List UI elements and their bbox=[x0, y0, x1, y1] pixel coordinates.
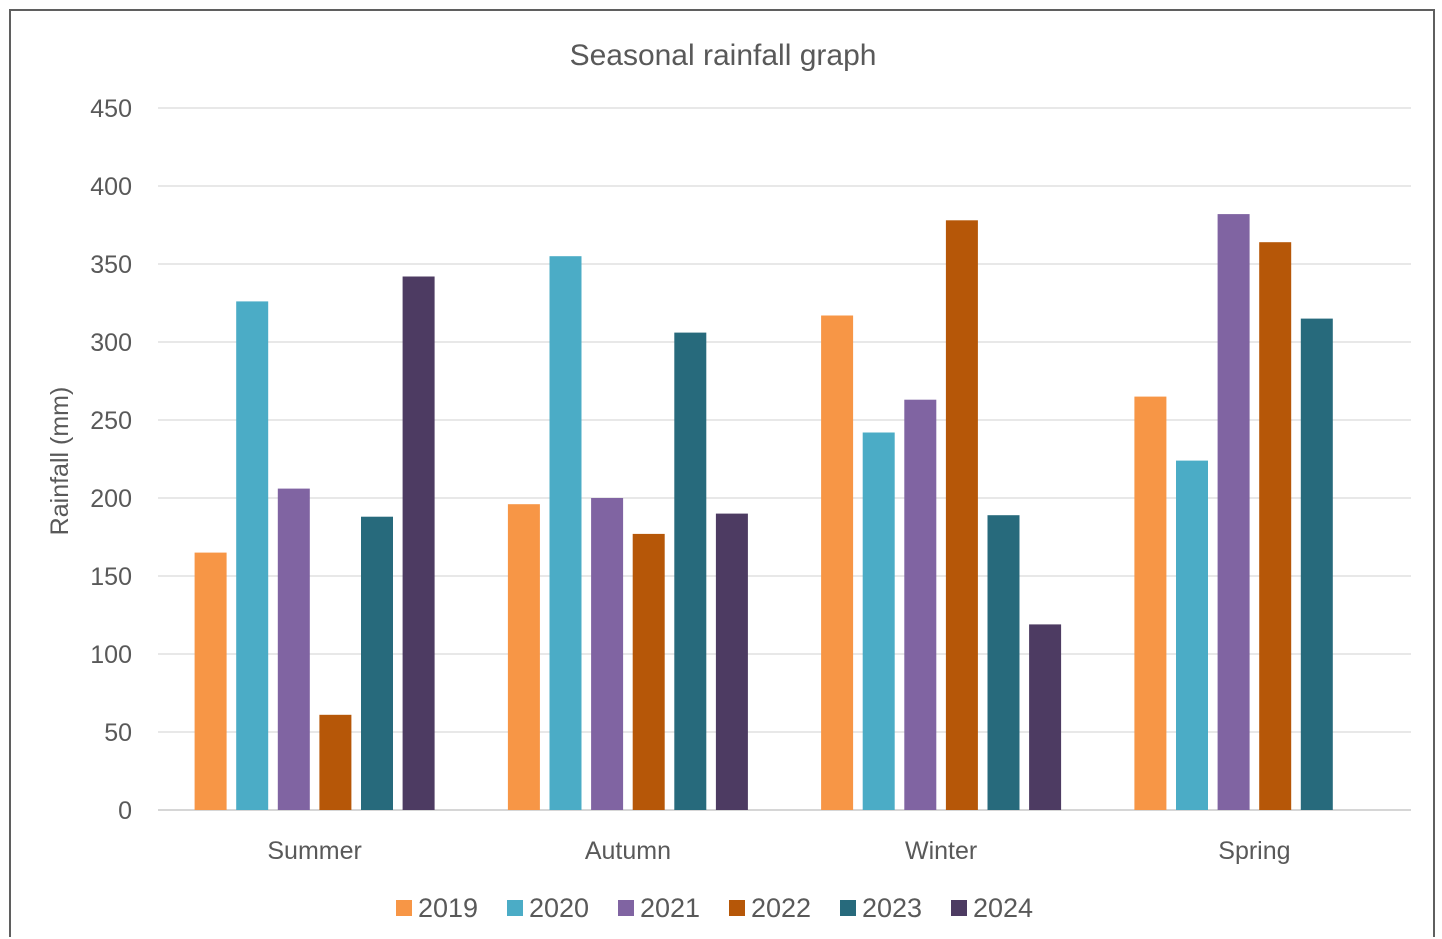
bar-winter-2020 bbox=[862, 432, 895, 810]
x-tick-label: Spring bbox=[1218, 837, 1290, 865]
x-tick-label: Summer bbox=[267, 837, 361, 865]
legend-swatch-2021 bbox=[618, 900, 634, 916]
bar-summer-2023 bbox=[361, 516, 393, 810]
bar-spring-2020 bbox=[1176, 460, 1208, 810]
bar-autumn-2021 bbox=[591, 498, 624, 810]
legend: 2019 2020 2021 2022 2023 2024 bbox=[396, 893, 1033, 923]
bar-summer-2024 bbox=[402, 276, 435, 810]
bar-autumn-2022 bbox=[632, 533, 665, 810]
bar-spring-2021 bbox=[1217, 214, 1250, 811]
bar-spring-2022 bbox=[1259, 242, 1292, 810]
legend-swatch-2019 bbox=[396, 900, 412, 916]
x-tick-label: Winter bbox=[905, 837, 977, 865]
legend-label-2021: 2021 bbox=[640, 893, 700, 923]
bar-winter-2024 bbox=[1029, 624, 1062, 810]
legend-label-2024: 2024 bbox=[973, 893, 1033, 923]
bar-spring-2023 bbox=[1300, 318, 1333, 810]
y-tick-label: 450 bbox=[90, 95, 132, 123]
legend-swatch-2023 bbox=[840, 900, 856, 916]
y-axis-title: Rainfall (mm) bbox=[46, 387, 74, 536]
bar-summer-2022 bbox=[319, 714, 352, 810]
legend-label-2019: 2019 bbox=[418, 893, 478, 923]
bar-chart: Seasonal rainfall graph Rainfall (mm) 0 5… bbox=[46, 39, 1411, 923]
bar-spring-2019 bbox=[1134, 396, 1167, 810]
bar-summer-2019 bbox=[194, 552, 227, 810]
bar-summer-2020 bbox=[236, 301, 269, 810]
legend-swatch-2024 bbox=[951, 900, 967, 916]
bar-winter-2022 bbox=[945, 220, 978, 811]
y-tick-label: 400 bbox=[90, 173, 132, 201]
chart-title: Seasonal rainfall graph bbox=[570, 39, 877, 72]
bar-winter-2023 bbox=[987, 515, 1020, 810]
bars bbox=[194, 214, 1333, 811]
x-tick-label: Autumn bbox=[585, 837, 671, 865]
bar-autumn-2023 bbox=[674, 332, 707, 810]
bar-autumn-2024 bbox=[715, 513, 748, 810]
legend-swatch-2022 bbox=[729, 900, 745, 916]
legend-swatch-2020 bbox=[507, 900, 523, 916]
y-tick-label: 200 bbox=[90, 485, 132, 513]
x-axis-ticks: Summer Autumn Winter Spring bbox=[267, 837, 1290, 865]
legend-label-2022: 2022 bbox=[751, 893, 811, 923]
chart-frame: Seasonal rainfall graph Rainfall (mm) 0 5… bbox=[9, 9, 1435, 937]
y-tick-label: 100 bbox=[90, 641, 132, 669]
y-tick-label: 50 bbox=[104, 719, 132, 747]
bar-autumn-2019 bbox=[507, 504, 540, 810]
legend-label-2023: 2023 bbox=[862, 893, 922, 923]
bar-autumn-2020 bbox=[549, 256, 582, 810]
y-tick-label: 250 bbox=[90, 407, 132, 435]
y-axis-ticks: 0 50 100 150 200 250 300 350 400 450 bbox=[90, 95, 132, 825]
y-tick-label: 300 bbox=[90, 329, 132, 357]
bar-winter-2021 bbox=[904, 399, 937, 810]
legend-label-2020: 2020 bbox=[529, 893, 589, 923]
y-tick-label: 150 bbox=[90, 563, 132, 591]
y-tick-label: 350 bbox=[90, 251, 132, 279]
bar-summer-2021 bbox=[277, 488, 310, 810]
y-tick-label: 0 bbox=[118, 797, 132, 825]
bar-winter-2019 bbox=[821, 315, 854, 810]
